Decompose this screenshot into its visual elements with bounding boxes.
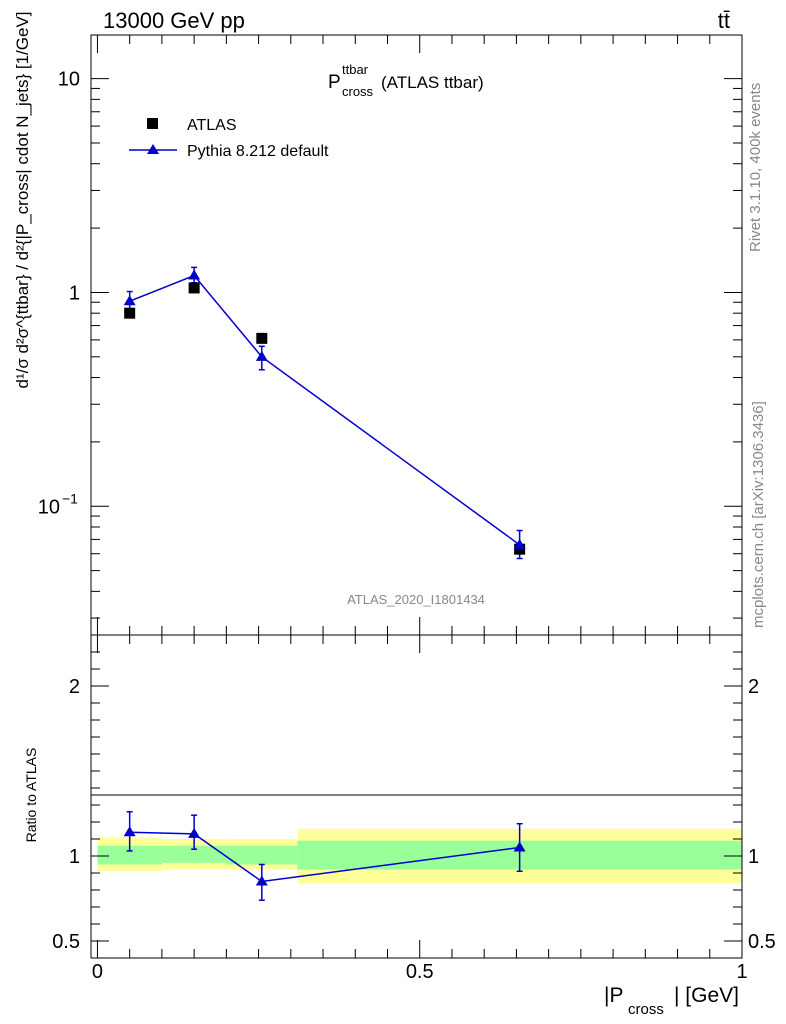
ratio-y-label: Ratio to ATLAS [23,748,39,843]
ratio-y-tick-label-left: 2 [69,676,80,698]
ratio-data-point [123,826,136,837]
header-right: tt̄ [718,8,730,33]
x-axis-label: |P cross | [GeV] [604,984,739,1018]
legend-atlas-marker [147,118,158,129]
analysis-watermark: ATLAS_2020_I1801434 [347,592,485,607]
ratio-band-green [161,845,227,863]
ratio-y-tick-label-right: 1 [748,846,759,868]
ratio-x-tick-label: 1 [736,961,747,983]
ratio-plot: 2 21 10.5 0.50 0.5 1 Ratio to ATLAS |P cross … [23,634,776,1018]
x-label-rest: | [GeV] [674,984,739,1007]
x-label-main: |P [604,984,623,1007]
main-y-tick-label: 10 [58,69,80,91]
ratio-data-point [255,875,268,886]
atlas-data-point [124,307,136,319]
ratio-band-green [226,845,298,865]
title-sup: ttbar [342,62,369,77]
pythia-data-point [188,269,201,280]
ratio-plot-data [123,811,526,901]
mcplots-label: mcplots.cern.ch [arXiv:1306.3436] [750,401,767,628]
ratio-pythia-line [129,831,520,883]
atlas-data-point [514,543,526,555]
ratio-x-tick-label: 0 [92,961,103,983]
legend-pythia-label: Pythia 8.212 default [187,143,329,160]
legend-atlas-label: ATLAS [187,117,237,134]
pythia-data-point [255,350,268,361]
atlas-data-point [256,332,268,344]
legend: ATLAS Pythia 8.212 default [129,117,329,160]
title-main: P [328,72,341,93]
title-sub: cross [342,84,374,99]
atlas-data-point [188,282,200,294]
main-plot-data [123,266,526,560]
legend-pythia-marker [147,144,159,154]
ratio-y-tick-label-left: 1 [69,846,80,868]
ratio-band-green [97,845,162,865]
plot-title: P ttbar cross (ATLAS ttbar) [328,62,484,99]
rivet-label: Rivet 3.1.10, 400k events [747,83,764,252]
x-label-sub: cross [628,1001,664,1018]
pythia-data-point [123,295,136,306]
ratio-y-tick-label-left: 0.5 [52,931,80,953]
main-y-label: d¹/σ d²σ^{ttbar} / d²{|P_cross| cdot N_j… [13,11,32,388]
ratio-plot-frame [90,634,743,959]
ratio-x-tick-label: 0.5 [406,961,434,983]
title-rest: (ATLAS ttbar) [381,73,484,92]
ratio-axis-ticks: 2 21 10.5 0.50 0.5 1 [52,635,776,983]
ratio-data-point [188,827,201,838]
ratio-data-point [513,841,526,852]
main-y-tick-exponent: −1 [62,490,78,506]
pythia-data-point [513,538,526,549]
ratio-y-tick-label-right: 0.5 [748,931,776,953]
main-y-tick-label: 10 [38,496,60,518]
ratio-y-tick-label-right: 2 [748,676,759,698]
header-left: 13000 GeV pp [103,8,245,33]
main-y-tick-label: 1 [69,282,80,304]
pythia-line [129,274,521,546]
